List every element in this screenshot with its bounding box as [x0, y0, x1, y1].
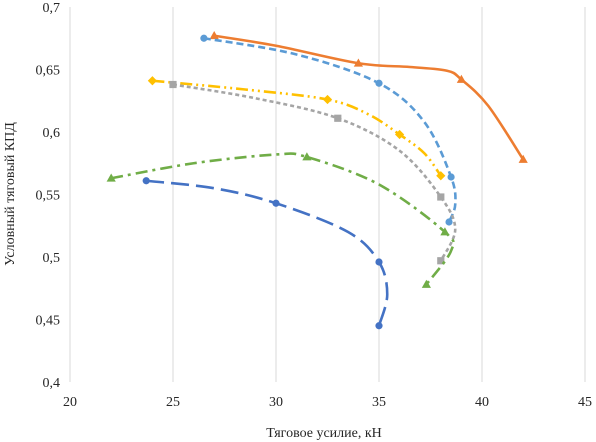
data-point-diamond [147, 76, 157, 86]
series-line [203, 36, 457, 223]
series-5 [106, 152, 455, 288]
data-point-circle [200, 34, 208, 42]
x-tick-label: 45 [578, 395, 592, 410]
y-tick-label: 0,5 [43, 251, 61, 266]
x-tick-label: 35 [372, 395, 386, 410]
series-line [213, 34, 525, 161]
data-point-diamond [322, 94, 333, 105]
series-line [172, 83, 457, 262]
x-tick-label: 30 [269, 395, 283, 410]
series-group [106, 30, 528, 330]
series-line [110, 152, 455, 286]
data-point-circle [375, 322, 383, 330]
data-point-square [334, 114, 342, 122]
series-line [146, 179, 389, 327]
x-tick-label: 25 [166, 395, 180, 410]
data-point-square [169, 80, 177, 89]
data-point-triangle [518, 154, 528, 163]
data-point-triangle [106, 173, 116, 182]
x-tick-label: 20 [63, 395, 77, 410]
data-point-circle [375, 79, 383, 87]
data-point-triangle [440, 227, 450, 236]
data-point-triangle [421, 279, 431, 288]
data-point-triangle [209, 30, 219, 40]
series-2 [200, 34, 457, 226]
data-point-diamond [395, 129, 405, 140]
y-tick-label: 0,65 [36, 64, 61, 79]
data-point-triangle [302, 152, 312, 161]
y-tick-label: 0,7 [43, 1, 61, 16]
data-point-square [437, 193, 445, 201]
series-3 [147, 76, 446, 181]
x-tick-label: 40 [475, 395, 489, 410]
y-tick-label: 0,4 [43, 376, 61, 391]
data-point-triangle [353, 58, 363, 67]
data-point-circle [375, 258, 383, 266]
series-line [152, 79, 442, 177]
data-point-square [437, 257, 445, 265]
data-point-circle [445, 218, 453, 226]
y-tick-label: 0,45 [36, 314, 61, 329]
data-point-circle [142, 177, 150, 185]
y-tick-label: 0,55 [36, 189, 61, 204]
series-4 [169, 80, 457, 265]
tick-labels: 20 25 30 35 40 45 0,4 0,45 0,5 0,55 0,6 0,65 0,7 [36, 1, 593, 410]
series-1 [209, 30, 528, 163]
data-point-circle [272, 199, 280, 207]
y-axis-title: Условный тяговый КПД [3, 122, 18, 266]
x-axis-title: Тяговое усилие, кН [266, 426, 382, 441]
series-6 [142, 177, 389, 330]
y-tick-label: 0,6 [43, 126, 61, 141]
data-point-circle [447, 173, 455, 181]
grid [69, 7, 586, 382]
data-point-triangle [456, 74, 466, 83]
data-point-diamond [436, 171, 446, 181]
